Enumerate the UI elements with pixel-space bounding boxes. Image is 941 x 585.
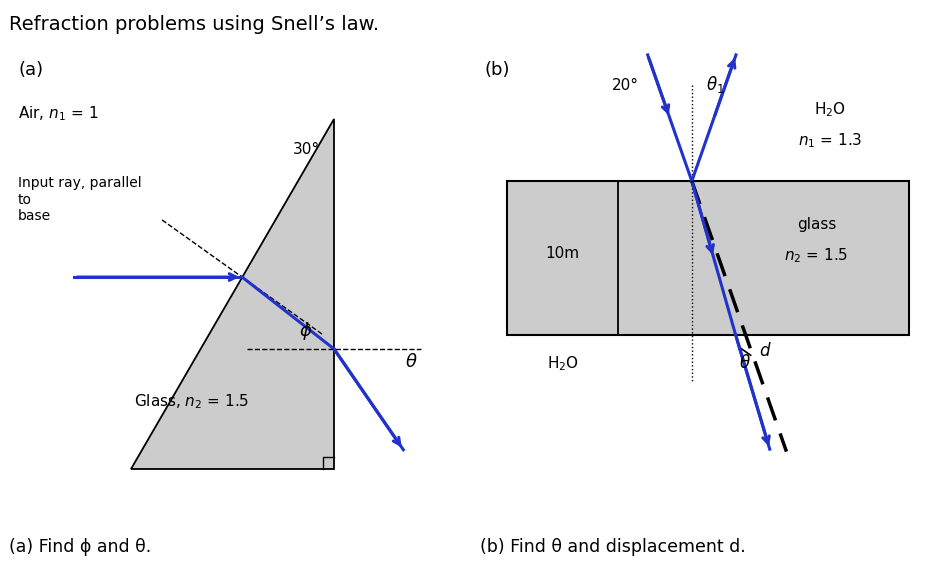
Text: $\theta_1$: $\theta_1$ xyxy=(706,74,725,95)
Text: glass: glass xyxy=(797,217,836,232)
Text: Input ray, parallel
to
base: Input ray, parallel to base xyxy=(18,176,142,223)
Text: (b): (b) xyxy=(485,61,510,79)
Text: (a): (a) xyxy=(18,61,43,79)
Text: Air, $n_1$ = 1: Air, $n_1$ = 1 xyxy=(18,105,98,123)
Text: H$_2$O: H$_2$O xyxy=(814,100,846,119)
Text: $\phi$: $\phi$ xyxy=(299,319,312,342)
Text: (b) Find θ and displacement d.: (b) Find θ and displacement d. xyxy=(480,538,745,556)
Text: $n_2$ = 1.5: $n_2$ = 1.5 xyxy=(784,246,849,265)
Text: 10m: 10m xyxy=(546,246,580,261)
Polygon shape xyxy=(131,119,334,469)
Text: 20°: 20° xyxy=(612,78,638,93)
Text: Refraction problems using Snell’s law.: Refraction problems using Snell’s law. xyxy=(9,15,379,33)
Text: Glass, $n_2$ = 1.5: Glass, $n_2$ = 1.5 xyxy=(134,393,248,411)
Text: $\theta$: $\theta$ xyxy=(406,353,418,371)
Text: $n_1$ = 1.3: $n_1$ = 1.3 xyxy=(798,131,862,150)
Text: $d$: $d$ xyxy=(759,342,772,360)
Text: H$_2$O: H$_2$O xyxy=(547,354,579,373)
Bar xyxy=(507,181,909,335)
Text: 30°: 30° xyxy=(293,142,320,157)
Text: $\theta$: $\theta$ xyxy=(740,354,751,372)
Text: (a) Find ϕ and θ.: (a) Find ϕ and θ. xyxy=(9,538,152,556)
